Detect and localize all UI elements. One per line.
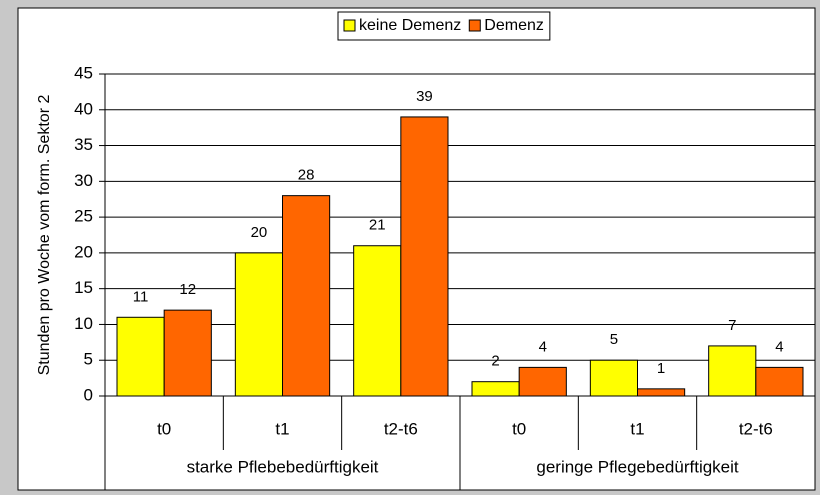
bar: [163, 309, 212, 397]
bar: [518, 366, 567, 397]
x-tick-label: t1: [630, 419, 644, 438]
group-label: geringe Pflegebedürftigkeit: [536, 457, 739, 476]
legend-label: keine Demenz: [359, 17, 461, 34]
x-tick-label: t0: [512, 419, 526, 438]
data-label: 1: [657, 360, 665, 377]
y-tick-label: 35: [74, 135, 93, 154]
data-label: 4: [775, 338, 783, 355]
x-tick-label: t1: [275, 419, 289, 438]
bar: [471, 381, 520, 397]
x-tick-label: t2-t6: [384, 419, 418, 438]
data-label: 12: [179, 281, 196, 298]
data-label: 28: [298, 167, 315, 184]
data-label: 11: [133, 288, 149, 305]
legend-label: Demenz: [484, 17, 544, 34]
y-tick-label: 40: [74, 99, 93, 118]
y-tick-label: 15: [74, 278, 93, 297]
bar: [637, 388, 686, 397]
y-tick-label: 10: [74, 314, 93, 333]
data-label: 2: [491, 353, 499, 370]
legend: [337, 11, 551, 41]
bar: [234, 252, 283, 397]
y-tick-label: 25: [74, 207, 93, 226]
data-label: 5: [610, 331, 618, 348]
group-label: starke Pflebebedürftigkeit: [187, 457, 379, 476]
data-label: 7: [728, 317, 736, 334]
y-tick-label: 45: [74, 63, 93, 82]
bar: [589, 359, 638, 397]
data-label: 4: [539, 338, 547, 355]
legend-swatch: [468, 19, 481, 32]
y-tick-label: 30: [74, 171, 93, 190]
data-label: 39: [416, 88, 433, 105]
data-label: 20: [251, 224, 268, 241]
legend-swatch: [343, 19, 356, 32]
bar: [755, 366, 804, 397]
bar: [282, 195, 331, 397]
y-tick-label: 0: [84, 385, 93, 404]
bar: [353, 245, 402, 397]
y-tick-label: 20: [74, 242, 93, 261]
bar: [116, 316, 165, 397]
y-axis-label: Stunden pro Woche vom form. Sektor 2: [36, 95, 53, 376]
data-label: 21: [369, 217, 386, 234]
bar: [708, 345, 757, 397]
y-tick-label: 5: [84, 350, 93, 369]
x-tick-label: t0: [157, 419, 171, 438]
bar: [400, 116, 449, 397]
x-tick-label: t2-t6: [739, 419, 773, 438]
